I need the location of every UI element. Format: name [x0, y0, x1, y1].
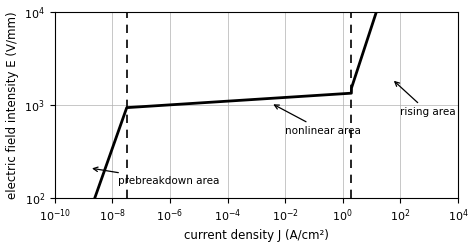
Text: rising area: rising area — [395, 82, 456, 117]
Text: prebreakdown area: prebreakdown area — [93, 167, 219, 186]
Y-axis label: electric field intensity E (V/mm): electric field intensity E (V/mm) — [6, 11, 18, 199]
X-axis label: current density J (A/cm²): current density J (A/cm²) — [184, 229, 329, 243]
Text: nonlinear area: nonlinear area — [274, 105, 361, 136]
